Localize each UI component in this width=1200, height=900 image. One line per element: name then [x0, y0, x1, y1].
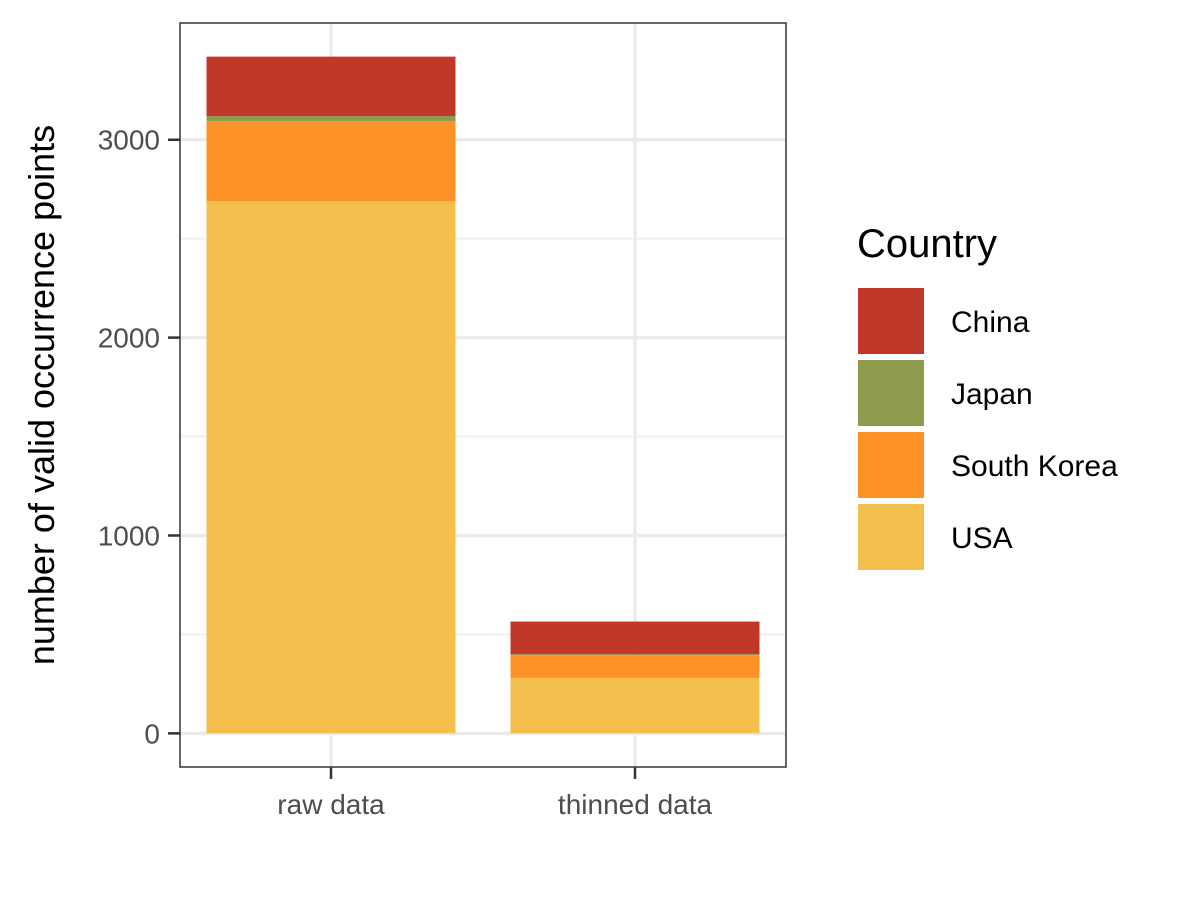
bar-segment-usa: [510, 677, 760, 734]
legend-label: USA: [951, 522, 1013, 555]
bar-segment-japan: [510, 654, 760, 656]
y-tick-label: 0: [144, 718, 160, 749]
bar-segment-china: [510, 621, 760, 655]
legend-label: Japan: [951, 378, 1033, 411]
y-axis-title: number of valid occurrence points: [21, 125, 62, 665]
bar-segment-japan: [206, 116, 456, 121]
plot-panel-border: [179, 22, 787, 768]
legend-label: South Korea: [951, 450, 1118, 483]
legend-key-usa: [856, 502, 926, 572]
legend-key-china: [856, 286, 926, 356]
y-tick-label: 1000: [98, 520, 160, 551]
axes: 0 1000 2000 3000 raw data thinned data: [98, 125, 713, 820]
legend: Country China Japan South Korea USA: [856, 222, 1118, 572]
bars: [206, 56, 760, 734]
bar-segment-usa: [206, 201, 456, 734]
bar-segment-south-korea: [206, 120, 456, 202]
legend-key-japan: [856, 358, 926, 428]
x-tick-label: raw data: [277, 789, 385, 820]
legend-title: Country: [857, 222, 997, 266]
legend-label: China: [951, 306, 1030, 339]
x-tick-label: thinned data: [558, 789, 713, 820]
bar-segment-south-korea: [510, 655, 760, 678]
y-tick-label: 2000: [98, 323, 160, 354]
bar-segment-china: [206, 56, 456, 116]
legend-key-south-korea: [856, 430, 926, 500]
y-tick-label: 3000: [98, 125, 160, 156]
